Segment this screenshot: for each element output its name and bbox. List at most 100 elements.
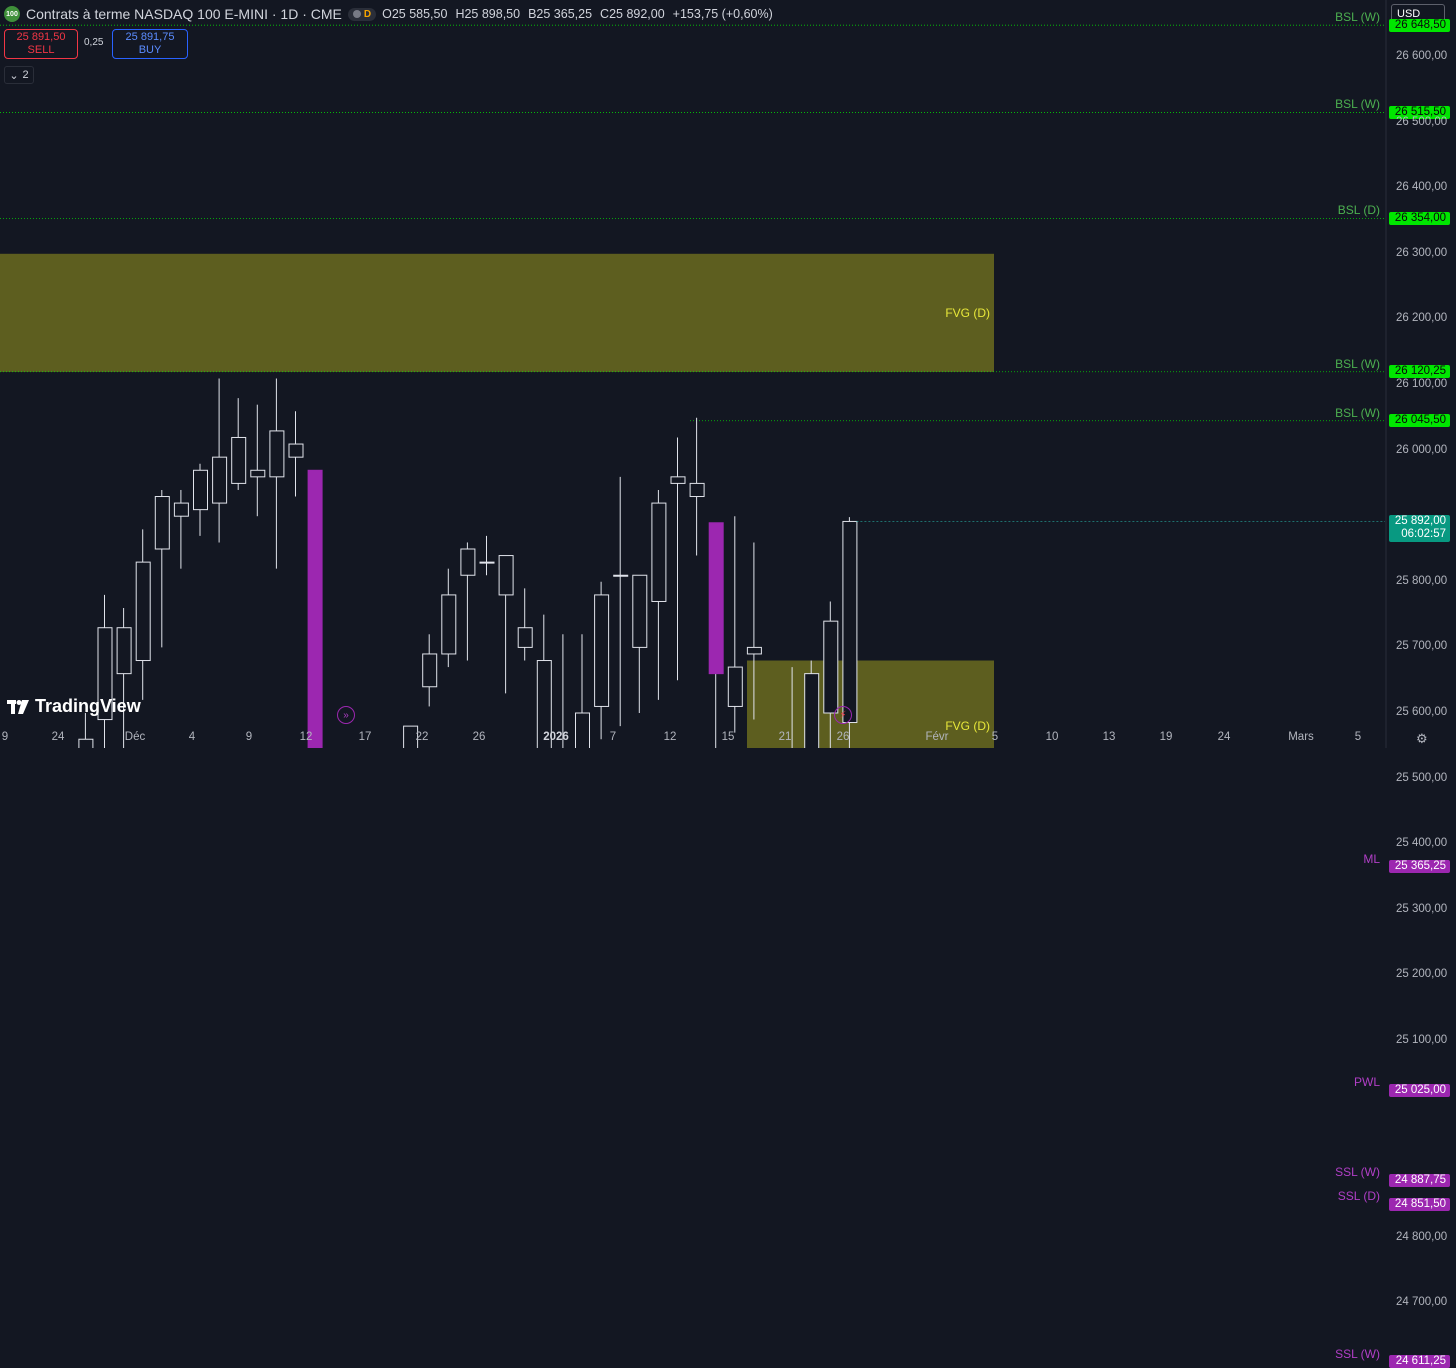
price-axis-tick: 24 800,00 bbox=[1396, 1230, 1448, 1243]
price-axis-tick: 26 600,00 bbox=[1396, 50, 1448, 62]
price-axis-tick: 26 400,00 bbox=[1396, 181, 1448, 194]
open-label: O bbox=[382, 7, 392, 21]
time-axis-tick: 9 bbox=[245, 731, 253, 743]
symbol-title[interactable]: Contrats à terme NASDAQ 100 E-MINI · 1D … bbox=[26, 6, 342, 22]
time-axis-tick: 15 bbox=[721, 731, 735, 743]
bar-countdown: 06:02:57 bbox=[1401, 527, 1446, 540]
price-axis-tick: 26 100,00 bbox=[1396, 378, 1448, 390]
sell-label: SELL bbox=[27, 44, 55, 56]
level-price-tag: 26 354,00 bbox=[1389, 211, 1450, 225]
close-label: C bbox=[600, 7, 610, 21]
level-label: BSL (W) bbox=[1335, 10, 1380, 25]
candle-body[interactable] bbox=[97, 627, 113, 721]
chevron-down-icon: ⌄ bbox=[9, 69, 19, 82]
candle-body[interactable] bbox=[173, 502, 189, 517]
level-price-tag: 24 851,50 bbox=[1389, 1197, 1450, 1211]
time-axis-tick: 12 bbox=[663, 731, 677, 743]
price-axis-tick: 25 400,00 bbox=[1396, 837, 1448, 850]
price-axis-tick: 25 600,00 bbox=[1396, 706, 1448, 718]
candle-body[interactable] bbox=[727, 666, 743, 707]
candle-body[interactable] bbox=[708, 522, 724, 675]
price-axis-tick: 26 200,00 bbox=[1396, 312, 1448, 325]
candle-body[interactable] bbox=[575, 712, 590, 748]
candle-body[interactable] bbox=[250, 469, 266, 478]
low-label: B bbox=[528, 7, 537, 21]
time-axis-tick: 5 bbox=[991, 731, 999, 743]
candle-body[interactable] bbox=[594, 594, 610, 707]
level-price-tag: 25 025,00 bbox=[1389, 1083, 1450, 1097]
candle-body[interactable] bbox=[536, 660, 552, 748]
delayed-badge: D bbox=[363, 8, 372, 20]
time-axis-tick: 2026 bbox=[543, 731, 569, 743]
gear-icon[interactable]: ⚙ bbox=[1416, 731, 1428, 746]
candle-body[interactable] bbox=[193, 469, 208, 511]
candle-body[interactable] bbox=[116, 627, 132, 675]
candle-body[interactable] bbox=[135, 561, 151, 662]
candle-body[interactable] bbox=[422, 653, 438, 688]
candle-body[interactable] bbox=[307, 469, 323, 748]
candle-body[interactable] bbox=[403, 725, 419, 748]
fvg-zone[interactable] bbox=[0, 253, 994, 372]
level-label: BSL (W) bbox=[1335, 97, 1380, 112]
time-axis-tick: 17 bbox=[358, 731, 372, 743]
level-label: SSL (W) bbox=[1335, 1165, 1380, 1180]
earnings-event-icon[interactable]: ⚡ bbox=[834, 706, 852, 724]
sell-price: 25 891,50 bbox=[16, 31, 66, 43]
candle-body[interactable] bbox=[823, 620, 839, 714]
candle-body[interactable] bbox=[632, 574, 648, 648]
fvg-zone[interactable] bbox=[747, 660, 994, 748]
price-axis-tick: 26 000,00 bbox=[1396, 443, 1448, 456]
level-price-tag: 24 887,75 bbox=[1389, 1173, 1450, 1187]
level-label: ML bbox=[1363, 851, 1380, 866]
last-price-tag: 25 892,00 06:02:57 bbox=[1389, 514, 1450, 542]
symbol-logo-icon: 100 bbox=[4, 6, 20, 22]
spread-value: 0,25 bbox=[84, 37, 104, 48]
buy-label: BUY bbox=[138, 44, 162, 56]
time-axis-tick: 26 bbox=[472, 731, 486, 743]
candle-body[interactable] bbox=[689, 482, 705, 498]
time-axis-tick: 13 bbox=[1102, 731, 1116, 743]
candle-body[interactable] bbox=[613, 574, 629, 577]
candle-body[interactable] bbox=[746, 646, 762, 655]
candle-body[interactable] bbox=[842, 520, 858, 724]
candle-body[interactable] bbox=[231, 436, 247, 484]
market-status-badge[interactable]: D bbox=[347, 7, 377, 21]
candle-body[interactable] bbox=[154, 496, 170, 550]
candle-body[interactable] bbox=[269, 430, 285, 478]
sell-button[interactable]: 25 891,50 SELL bbox=[4, 29, 78, 59]
time-axis-tick: Mars bbox=[1288, 731, 1314, 743]
price-axis-tick: 25 800,00 bbox=[1396, 574, 1448, 587]
candle-body[interactable] bbox=[670, 476, 686, 484]
level-price-tag: 26 515,50 bbox=[1389, 105, 1450, 119]
high-label: H bbox=[455, 7, 465, 21]
price-axis-tick: 26 500,00 bbox=[1396, 115, 1448, 128]
fvg-zone-label: FVG (D) bbox=[945, 719, 990, 734]
candle-body[interactable] bbox=[288, 443, 304, 458]
level-price-tag: 26 045,50 bbox=[1389, 414, 1450, 428]
candle-body[interactable] bbox=[212, 456, 228, 504]
tradingview-logo[interactable]: TradingView bbox=[7, 696, 141, 717]
level-label: SSL (D) bbox=[1337, 1189, 1380, 1204]
change-value: +153,75 (+0,60%) bbox=[672, 7, 773, 21]
indicators-toggle-button[interactable]: ⌄ 2 bbox=[4, 66, 34, 84]
candle-body[interactable] bbox=[651, 502, 667, 602]
candle-body[interactable] bbox=[460, 548, 476, 576]
price-axis-tick: 25 500,00 bbox=[1396, 771, 1448, 784]
high-value: 25 898,50 bbox=[464, 7, 521, 21]
dividend-event-icon[interactable]: » bbox=[337, 706, 355, 724]
time-axis-tick: 21 bbox=[778, 731, 792, 743]
candle-body[interactable] bbox=[498, 555, 514, 596]
time-axis-tick: 5 bbox=[1354, 731, 1362, 743]
candle-body[interactable] bbox=[441, 594, 457, 655]
candle-body[interactable] bbox=[78, 738, 94, 748]
time-axis-tick: 22 bbox=[415, 731, 429, 743]
candle-body[interactable] bbox=[479, 561, 495, 564]
buy-price: 25 891,75 bbox=[125, 31, 175, 43]
price-axis-tick: 25 100,00 bbox=[1396, 1034, 1448, 1046]
chart-canvas[interactable] bbox=[0, 0, 1456, 748]
buy-button[interactable]: 25 891,75 BUY bbox=[112, 29, 188, 59]
candle-body[interactable] bbox=[517, 627, 533, 648]
open-value: 25 585,50 bbox=[391, 7, 448, 21]
time-axis-tick: 9 bbox=[1, 731, 9, 743]
candle-body[interactable] bbox=[804, 673, 820, 748]
